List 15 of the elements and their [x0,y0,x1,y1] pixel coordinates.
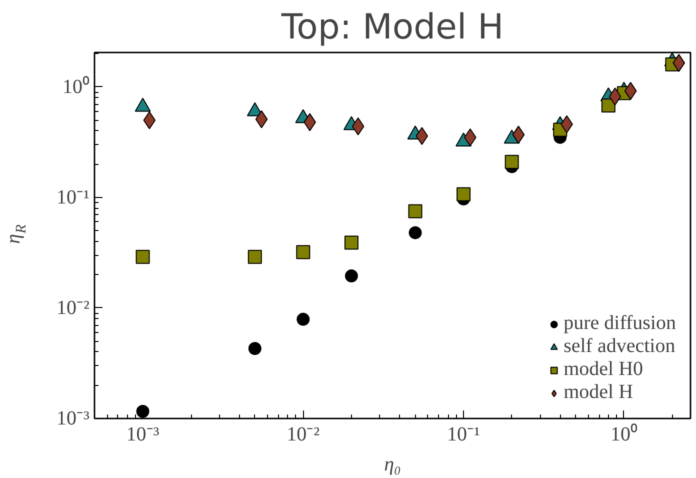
legend-label: model H0 [564,358,644,381]
y-tick-label: 10⁰ [62,74,90,98]
x-tick-label: 10⁻³ [126,424,160,446]
y-tick-label: 10⁻² [56,296,90,319]
x-axis-title: η₀ [384,454,401,476]
legend-label: self advection [564,335,676,358]
legend-label: pure diffusion [564,312,676,335]
y-tick-label: 10⁻¹ [56,186,90,208]
y-axis-title: ηR [2,224,30,244]
x-tick-label: 10⁰ [610,422,638,446]
x-tick-label: 10⁻² [286,424,320,446]
legend-label: model H [564,381,634,404]
y-tick-label: 10⁻³ [56,408,90,430]
x-tick-label: 10⁻¹ [447,424,480,446]
chart-title: Top: Model H [280,8,504,48]
